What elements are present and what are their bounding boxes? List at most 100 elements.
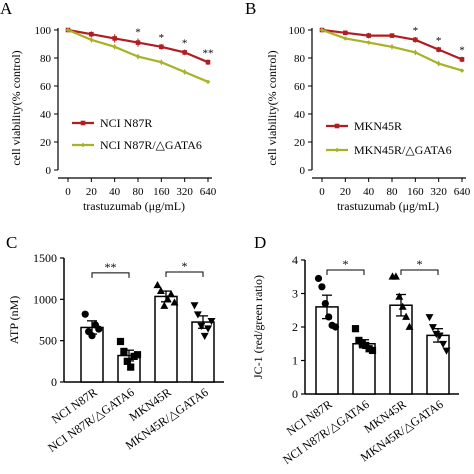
- x-tick-label: 0: [319, 186, 325, 198]
- line-chart-a: 0 20 40 60 80 100 0 20 40 80 160 320 640 trastuzumab …: [9, 25, 217, 213]
- data-point: [343, 30, 348, 36]
- x-tick-label: 40: [109, 186, 121, 198]
- data-point: [81, 310, 89, 318]
- legend-label: NCI N87R/△GATA6: [100, 138, 202, 152]
- data-point: [402, 312, 411, 320]
- data-point: [89, 37, 94, 43]
- data-point: [120, 347, 128, 356]
- y-tick-label: 1500: [33, 251, 57, 265]
- significance-bracket: [91, 272, 130, 278]
- y-tick-label: 0: [300, 165, 306, 177]
- data-point: [368, 346, 377, 355]
- data-point: [319, 27, 325, 33]
- x-tick-label: 0: [65, 186, 71, 198]
- x-tick-label: 40: [363, 186, 375, 198]
- y-tick-label: 40: [294, 109, 306, 121]
- y-axis-label: JC-1 (red/green ratio): [251, 275, 265, 379]
- significance-bracket: [165, 271, 204, 278]
- significance-mark: **: [203, 47, 214, 59]
- legend-marker: [334, 123, 340, 129]
- legend-label: NCI N87R: [100, 116, 152, 130]
- data-point: [318, 283, 326, 291]
- x-tick-label: 320: [430, 186, 447, 198]
- y-tick-label: 40: [40, 109, 52, 121]
- legend-marker: [334, 147, 340, 153]
- significance-mark: *: [135, 26, 141, 38]
- x-tick-label: 320: [176, 186, 193, 198]
- y-tick-label: 1000: [33, 292, 57, 306]
- significance-mark: *: [159, 32, 165, 44]
- data-point: [428, 324, 437, 332]
- significance-bracket: [326, 269, 365, 276]
- data-point: [153, 280, 162, 289]
- x-tick-label: 640: [200, 186, 217, 198]
- data-point: [389, 33, 395, 38]
- significance-mark: *: [182, 259, 188, 273]
- legend-label: MKN45R/△GATA6: [354, 143, 452, 157]
- data-point: [459, 57, 465, 62]
- legend-label: MKN45R: [354, 119, 402, 133]
- data-point: [391, 272, 400, 280]
- data-point: [116, 337, 125, 346]
- data-point: [123, 357, 131, 365]
- data-point: [205, 79, 211, 85]
- y-axis-label: cell viability(% control): [265, 50, 279, 165]
- data-point: [314, 274, 323, 283]
- data-point: [343, 36, 348, 41]
- data-point: [190, 302, 199, 310]
- data-point: [436, 61, 441, 66]
- data-point: [425, 314, 434, 322]
- bar: [191, 321, 215, 383]
- significance-mark: *: [417, 257, 423, 271]
- data-point: [65, 27, 71, 33]
- x-tick-label: 80: [133, 186, 145, 198]
- significance-mark: *: [436, 35, 442, 47]
- panel-label-c: C: [6, 233, 17, 252]
- data-point: [200, 332, 209, 341]
- data-point: [395, 292, 404, 300]
- y-tick-label: 20: [40, 137, 52, 149]
- data-point: [88, 332, 96, 340]
- data-point: [133, 351, 142, 359]
- data-point: [205, 59, 211, 65]
- data-point: [193, 311, 202, 319]
- data-point: [135, 54, 141, 59]
- y-tick-label: 80: [40, 53, 52, 65]
- panel-label-d: D: [254, 233, 266, 252]
- data-point: [182, 50, 187, 55]
- data-point: [398, 302, 407, 310]
- y-tick-label: 500: [39, 334, 57, 348]
- data-point: [182, 69, 187, 75]
- data-point: [325, 313, 333, 321]
- significance-bracket: [400, 269, 439, 276]
- y-tick-label: 20: [294, 137, 306, 149]
- y-tick-label: 80: [294, 53, 306, 65]
- x-tick-label: 160: [407, 186, 424, 198]
- data-point: [366, 40, 371, 45]
- y-tick-label: 3: [292, 287, 298, 301]
- data-point: [167, 290, 176, 298]
- y-tick-label: 1: [292, 354, 298, 368]
- significance-mark: *: [459, 45, 465, 57]
- y-axis-label: cell viability(% control): [9, 50, 23, 165]
- data-point: [366, 33, 371, 38]
- data-point: [389, 44, 395, 50]
- line-chart-b: 0 20 40 60 80 100 0 20 40 80 160 320 640 trastuzumab …: [265, 25, 471, 213]
- y-tick-label: 2: [292, 320, 298, 334]
- data-point: [159, 44, 164, 50]
- x-tick-label: 80: [387, 186, 399, 198]
- data-point: [204, 325, 213, 333]
- data-point: [207, 317, 216, 326]
- y-tick-label: 100: [35, 25, 52, 37]
- legend-marker: [80, 142, 86, 148]
- y-tick-label: 100: [289, 25, 306, 37]
- legend-marker: [80, 120, 86, 126]
- panel-label-b: B: [245, 0, 256, 18]
- y-tick-label: 60: [294, 81, 306, 93]
- y-tick-label: 0: [51, 375, 57, 389]
- data-point: [89, 31, 94, 37]
